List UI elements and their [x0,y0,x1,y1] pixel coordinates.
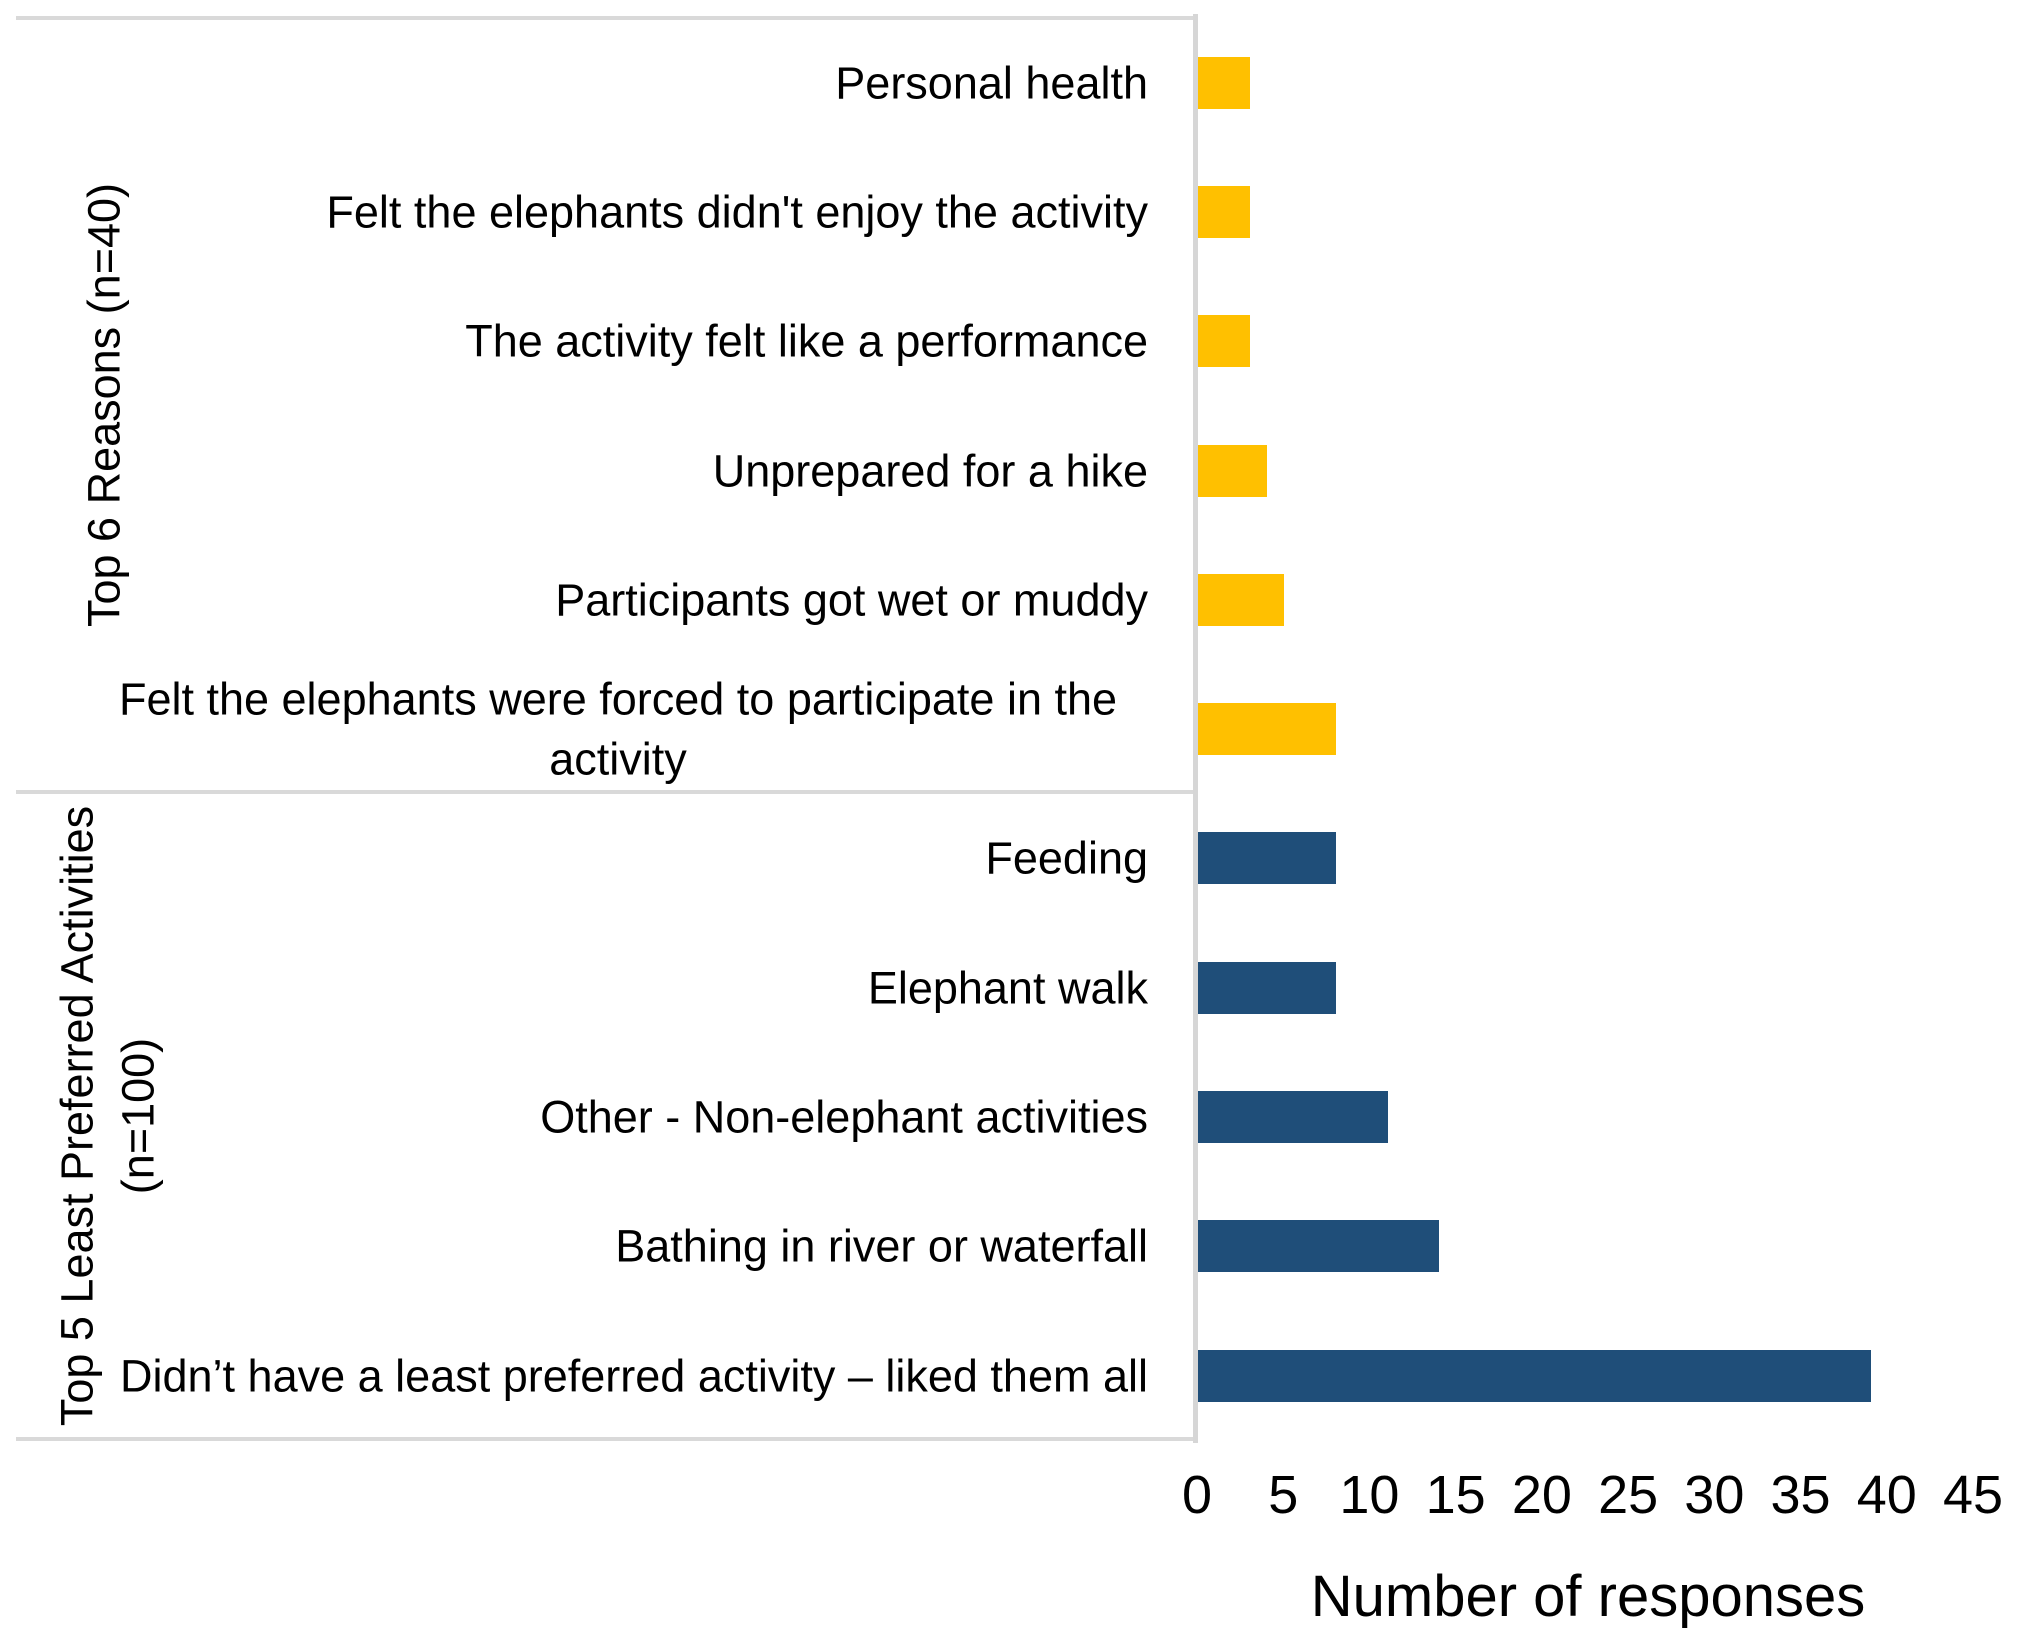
category-label: Feeding [985,832,1148,884]
x-axis-tick-label: 35 [1770,1465,1831,1525]
category-label: The activity felt like a performance [465,315,1148,367]
x-axis-tick-label: 5 [1268,1465,1299,1525]
bar [1198,573,1285,626]
x-axis-tick-label: 10 [1339,1465,1400,1525]
category-label: Elephant walk [867,962,1148,1014]
x-axis-tick-label: 30 [1684,1465,1745,1525]
category-label: Other - Non-elephant activities [540,1091,1148,1143]
panel-border-top [16,16,1197,20]
group-label-top-5-least-preferred: Top 5 Least Preferred Activities (n=100) [51,805,163,1427]
bar [1198,1349,1871,1402]
x-axis-tick-label: 25 [1598,1465,1659,1525]
bar [1198,185,1250,238]
x-axis-tick-label: 0 [1181,1465,1213,1525]
x-axis-tick-label: 20 [1511,1465,1572,1525]
bar [1198,315,1250,368]
bar [1198,444,1267,497]
bar [1198,56,1250,109]
bar [1198,961,1336,1014]
bar [1198,1220,1440,1273]
x-axis-title: Number of responses [1310,1564,1866,1629]
x-axis-tick-label: 45 [1942,1465,2004,1525]
bar [1198,1091,1388,1144]
category-label: Unprepared for a hike [712,444,1148,496]
x-axis-tick-label: 15 [1425,1465,1486,1525]
category-label: Participants got wet or muddy [555,574,1148,626]
group-label-top-6-reasons: Top 6 Reasons (n=40) [78,182,130,628]
panel-border-bottom [16,1437,1197,1441]
group-divider-line [16,790,1197,794]
bar [1198,703,1336,756]
x-axis-tick-label: 40 [1856,1465,1917,1525]
category-label: Bathing in river or waterfall [615,1220,1148,1272]
value-axis-line [1193,14,1198,1443]
category-label: Didn’t have a least preferred activity –… [120,1349,1148,1401]
category-label: Felt the elephants didn't enjoy the acti… [326,186,1148,238]
category-label: Felt the elephants were forced to partic… [118,673,1118,785]
category-label: Personal health [835,56,1148,108]
bar [1198,832,1336,885]
